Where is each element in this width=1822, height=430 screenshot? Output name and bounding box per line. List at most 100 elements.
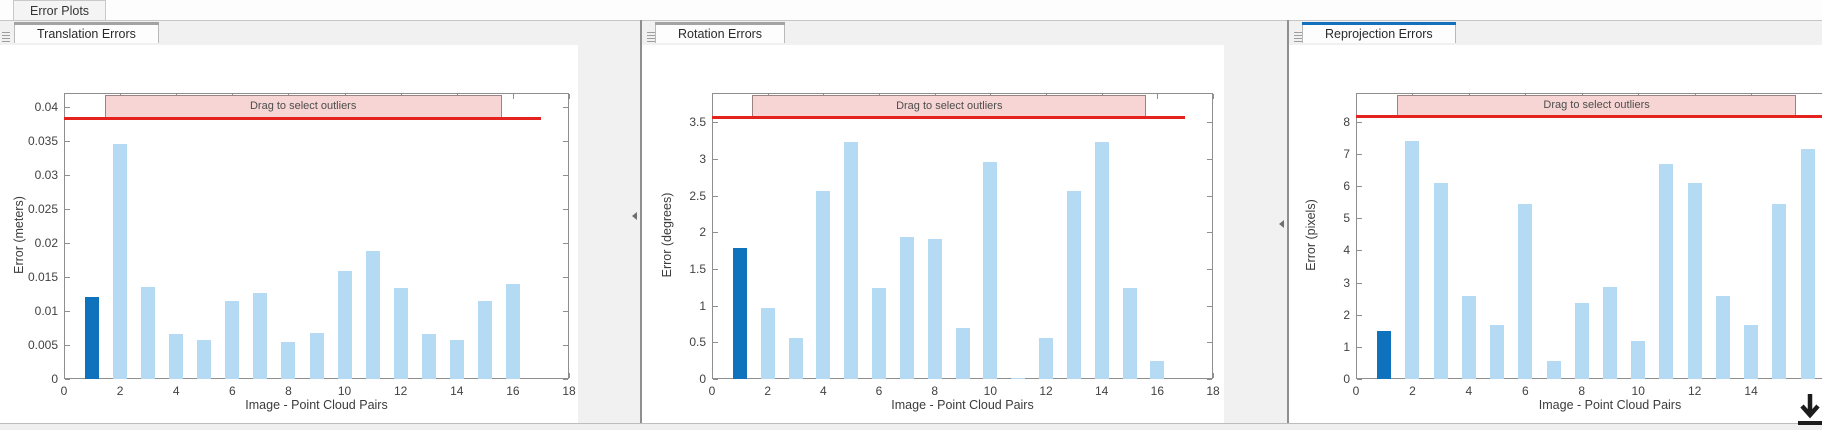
- bar[interactable]: [1490, 325, 1505, 379]
- y-tick-mark: [713, 342, 718, 344]
- y-tick-mark: [1357, 314, 1362, 316]
- x-tick-label: 4: [819, 384, 827, 398]
- y-tick-mark-right: [563, 174, 568, 176]
- bar[interactable]: [1405, 141, 1420, 379]
- bar[interactable]: [788, 337, 803, 379]
- bar[interactable]: [899, 236, 914, 379]
- bar[interactable]: [844, 142, 859, 379]
- outlier-drag-band[interactable]: Drag to select outliers: [1396, 95, 1797, 117]
- x-tick-label: 0: [1352, 384, 1360, 398]
- splitter-collapse-icon[interactable]: [1279, 220, 1284, 228]
- y-tick-label: 0: [699, 372, 706, 386]
- y-tick-mark-right: [563, 242, 568, 244]
- bar[interactable]: [1433, 182, 1448, 379]
- outlier-drag-band[interactable]: Drag to select outliers: [752, 95, 1147, 118]
- outlier-drag-band[interactable]: Drag to select outliers: [104, 95, 502, 119]
- bar[interactable]: [169, 334, 184, 379]
- tab-label: Reprojection Errors: [1325, 27, 1433, 41]
- panel-splitter[interactable]: [1287, 20, 1289, 430]
- y-tick-label: 0.01: [34, 303, 58, 318]
- y-tick-mark: [713, 269, 718, 270]
- y-tick-label: 0.015: [27, 269, 58, 284]
- y-tick-mark: [65, 140, 70, 142]
- threshold-line[interactable]: [712, 115, 1186, 119]
- bar[interactable]: [1039, 337, 1053, 379]
- splitter-collapse-icon[interactable]: [632, 212, 637, 220]
- drag-handle-icon[interactable]: [1294, 30, 1302, 43]
- tab-error-plots[interactable]: Error Plots: [13, 0, 107, 20]
- threshold-line[interactable]: [1356, 114, 1822, 118]
- bar[interactable]: [505, 283, 520, 379]
- bar[interactable]: [1574, 302, 1589, 379]
- bar[interactable]: [927, 238, 942, 379]
- bar-selected[interactable]: [1377, 330, 1392, 379]
- bar[interactable]: [1772, 203, 1787, 379]
- y-tick-mark: [65, 276, 70, 278]
- bar[interactable]: [421, 334, 436, 379]
- bar[interactable]: [955, 327, 970, 379]
- tab-label: Translation Errors: [37, 27, 136, 41]
- bar[interactable]: [983, 161, 998, 379]
- x-tick-label: 14: [450, 384, 464, 398]
- bar[interactable]: [393, 287, 408, 379]
- tab-translation-errors[interactable]: Translation Errors: [14, 22, 159, 43]
- x-tick-label: 6: [875, 384, 883, 398]
- bar[interactable]: [1715, 296, 1730, 379]
- bar[interactable]: [760, 307, 775, 379]
- drag-handle-icon[interactable]: [647, 30, 655, 43]
- x-tick-label: 4: [1465, 384, 1473, 398]
- x-tick-mark: [1213, 373, 1214, 378]
- bar[interactable]: [1687, 182, 1702, 379]
- bar[interactable]: [449, 340, 464, 379]
- bar[interactable]: [1518, 203, 1533, 379]
- bar[interactable]: [1744, 325, 1759, 379]
- bar-selected[interactable]: [85, 297, 100, 379]
- drag-handle-icon[interactable]: [2, 30, 10, 43]
- bar[interactable]: [1461, 296, 1476, 379]
- panel-splitter[interactable]: [640, 20, 642, 430]
- tab-label: Rotation Errors: [678, 27, 763, 41]
- tab-reprojection-errors[interactable]: Reprojection Errors: [1302, 22, 1456, 43]
- bar[interactable]: [477, 300, 492, 379]
- bottom-status-strip: [0, 423, 1822, 430]
- x-tick-label: 2: [764, 384, 771, 398]
- bar[interactable]: [141, 287, 156, 379]
- threshold-line[interactable]: [64, 117, 541, 121]
- bar[interactable]: [365, 250, 380, 379]
- bar[interactable]: [1122, 288, 1137, 379]
- y-tick-mark-right: [1207, 159, 1212, 160]
- bar[interactable]: [281, 342, 296, 379]
- bar[interactable]: [1011, 377, 1026, 379]
- bar[interactable]: [816, 191, 831, 379]
- y-tick-mark: [1357, 121, 1362, 123]
- x-tick-label: 10: [337, 384, 352, 398]
- y-axis-label: Error (degrees): [660, 192, 674, 278]
- bar[interactable]: [309, 333, 324, 379]
- bar[interactable]: [225, 300, 240, 379]
- download-arrow-icon[interactable]: [1796, 392, 1822, 430]
- y-tick-label: 1: [1343, 339, 1350, 354]
- bar[interactable]: [1659, 163, 1674, 379]
- bar[interactable]: [337, 271, 352, 379]
- bar[interactable]: [1631, 341, 1646, 379]
- tab-rotation-errors[interactable]: Rotation Errors: [655, 22, 786, 43]
- bar[interactable]: [197, 340, 212, 379]
- y-tick-mark-right: [563, 310, 568, 312]
- bar[interactable]: [1546, 361, 1561, 379]
- bar-selected[interactable]: [732, 247, 747, 379]
- tab-accent: [14, 22, 159, 25]
- y-tick-label: 6: [1343, 179, 1350, 194]
- bar[interactable]: [1603, 287, 1617, 379]
- bar[interactable]: [113, 144, 128, 379]
- bar[interactable]: [872, 288, 886, 379]
- bar[interactable]: [1800, 149, 1815, 379]
- bar[interactable]: [1066, 191, 1081, 379]
- y-tick-mark: [1357, 282, 1362, 284]
- x-tick-label: 6: [1521, 384, 1529, 398]
- bar[interactable]: [1094, 142, 1109, 379]
- x-tick-mark: [1356, 373, 1357, 378]
- bar[interactable]: [253, 293, 268, 379]
- x-tick-mark-top: [1356, 94, 1357, 99]
- bar[interactable]: [1150, 360, 1165, 379]
- y-tick-mark-right: [563, 344, 568, 346]
